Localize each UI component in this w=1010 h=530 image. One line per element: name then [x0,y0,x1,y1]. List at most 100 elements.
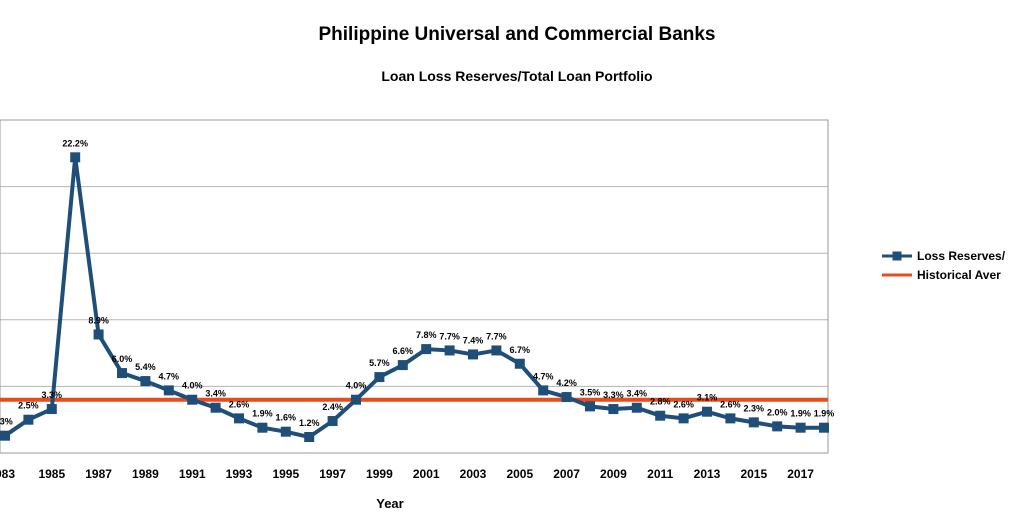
x-tick-label: 983 [0,467,15,481]
data-point [280,426,291,437]
data-point [0,430,10,441]
x-tick-label: 2007 [553,467,580,481]
data-point [725,413,736,424]
data-point [468,349,478,360]
x-axis-label: Year [376,496,403,511]
data-label: 1.9% [790,409,811,419]
data-label: 1.9% [252,409,273,419]
data-point [608,404,619,415]
data-point [655,410,666,421]
data-label: 6.7% [510,345,531,355]
data-point [46,404,57,415]
data-label: 2.3% [744,403,765,413]
chart-title: Philippine Universal and Commercial Bank… [318,24,715,45]
x-tick-label: 1987 [85,467,112,481]
data-label: 22.2% [62,138,88,148]
data-point [210,402,221,413]
data-point [702,406,712,417]
data-point [819,422,829,433]
x-tick-label: 1995 [272,467,299,481]
data-point [585,401,595,412]
data-label: 3.1% [697,393,718,403]
data-label: .3% [0,417,13,427]
data-point [561,392,572,403]
x-tick-label: 1993 [226,467,253,481]
data-label: 5.7% [369,358,390,368]
data-point [678,413,689,424]
chart-subtitle: Loan Loss Reserves/Total Loan Portfolio [381,68,652,84]
x-tick-label: 2001 [413,467,440,481]
x-tick-label: 1985 [38,467,65,481]
series-layer [0,152,829,443]
x-tick-label: 1991 [179,467,206,481]
data-label: 8.9% [88,315,109,325]
data-point [234,413,244,424]
x-tick-label: 2011 [647,467,673,481]
data-label: 2.4% [322,402,343,412]
x-tick-label: 2005 [506,467,533,481]
legend: Loss Reserves/ Historical Aver [882,249,1006,282]
data-label: 6.6% [393,346,414,356]
data-label: 1.9% [814,409,835,419]
data-point [772,421,783,432]
data-point [70,152,81,163]
data-label: 7.8% [416,330,437,340]
data-label: 2.6% [720,399,741,409]
x-tick-label: 2009 [600,467,627,481]
data-label: 7.4% [463,335,484,345]
legend-label-loss-reserves: Loss Reserves/ [917,249,1006,263]
legend-square-loss-reserves [892,251,902,261]
data-label: 1.6% [276,413,297,423]
x-tick-label: 2003 [460,467,487,481]
data-point [304,432,315,443]
data-label: 7.7% [439,331,460,341]
data-label: 4.0% [346,381,367,391]
x-axis-ticks: 983 1985 1987 1989 1991 1993 1995 1997 1999 2001 2… [0,467,814,481]
data-point [491,345,502,356]
data-label: 3.4% [205,389,226,399]
data-point [397,360,408,371]
data-label: 4.0% [182,381,203,391]
data-point [23,414,34,425]
data-label: 2.6% [673,399,694,409]
legend-label-historical-average: Historical Aver [917,268,1001,282]
data-point [257,422,268,433]
data-label: 4.2% [556,378,577,388]
x-tick-label: 1989 [132,467,159,481]
data-label: 2.8% [650,397,671,407]
data-point [140,376,151,387]
data-point [93,329,104,340]
data-point [514,358,525,369]
data-point [187,394,198,405]
data-point [748,417,759,428]
data-label: 4.7% [159,371,180,381]
data-label: 4.7% [533,371,554,381]
data-label: 3.3% [603,390,624,400]
data-label: 1.2% [299,418,320,428]
data-label: 6.0% [112,354,133,364]
data-point [538,385,549,396]
data-label: 3.4% [627,389,648,399]
data-point [351,394,361,405]
data-point [444,345,455,356]
data-label: 7.7% [486,331,507,341]
data-point [421,344,432,355]
data-label: 2.0% [767,407,788,417]
plot-frame [0,119,829,454]
data-label: 5.4% [135,362,156,372]
data-label: 3.3% [42,390,63,400]
data-point [631,402,642,413]
data-label: 2.5% [18,401,39,411]
x-tick-label: 2015 [740,467,767,481]
data-point [374,372,385,383]
grid [0,186,828,387]
data-point [117,368,127,379]
data-point [795,422,806,433]
x-tick-label: 2013 [694,467,721,481]
x-tick-label: 1999 [366,467,393,481]
data-label: 3.5% [580,387,601,397]
data-point [163,385,174,396]
data-point [327,416,338,427]
data-label: 2.6% [229,399,250,409]
